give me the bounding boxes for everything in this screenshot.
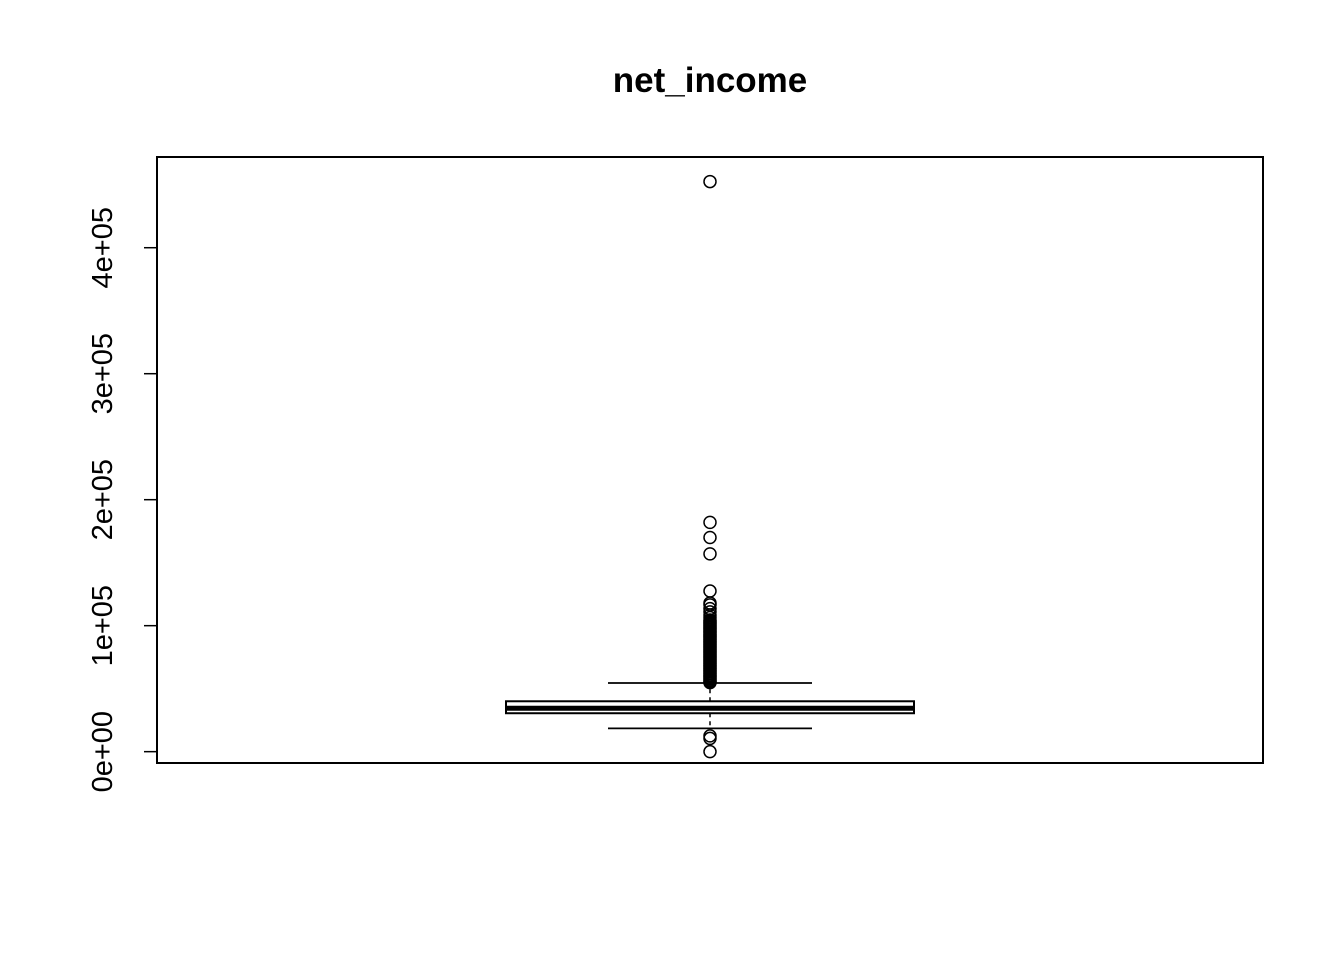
box-plot — [505, 682, 915, 730]
outlier-point — [703, 530, 717, 545]
outlier-point — [703, 515, 717, 530]
outlier-point — [703, 547, 717, 561]
outlier-point — [703, 584, 717, 598]
chart-title: net_income — [613, 61, 808, 100]
outlier-point — [703, 744, 717, 759]
y-tick-label: 3e+05 — [87, 333, 119, 414]
y-tick-label: 4e+05 — [87, 207, 119, 288]
outlier-point — [703, 601, 717, 616]
outlier-points — [703, 174, 717, 759]
y-tick-label: 2e+05 — [87, 459, 119, 540]
y-axis: 0e+00 1e+05 2e+05 3e+05 4e+05 — [87, 207, 158, 792]
y-tick-label: 1e+05 — [87, 585, 119, 666]
outlier-point — [703, 174, 717, 189]
outlier-point — [703, 729, 717, 743]
y-tick-label: 0e+00 — [87, 711, 119, 792]
outlier-point — [703, 605, 717, 619]
